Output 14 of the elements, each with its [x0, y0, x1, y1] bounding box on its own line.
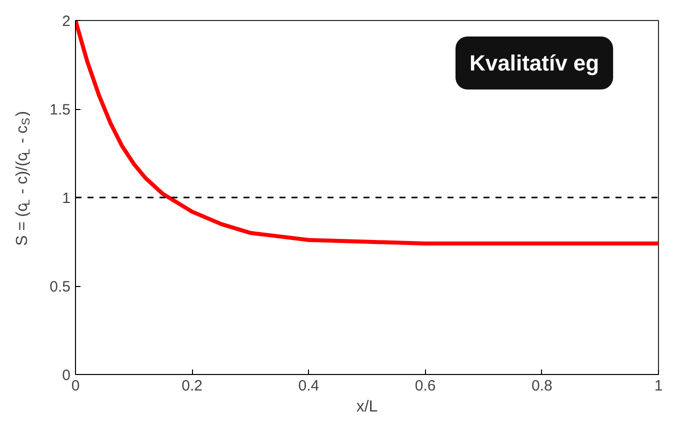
- x-tick-label: 0.4: [298, 378, 320, 394]
- x-tick-label: 0.2: [182, 378, 203, 394]
- y-tick-label: 1: [62, 190, 70, 207]
- x-tick-label: 0.6: [414, 378, 436, 394]
- y-tick-label: 2: [62, 13, 70, 30]
- annotation: Kvalitatív eg: [470, 50, 600, 76]
- y-tick-label: 0.5: [50, 278, 71, 296]
- y-tick-label: 0: [62, 367, 70, 384]
- x-tick-label: 1: [654, 378, 663, 394]
- y-axis-title: S = (cL - c)/(cL - cS): [14, 111, 32, 246]
- line-series: [76, 20, 658, 246]
- y-tick-label: 1.5: [50, 102, 71, 118]
- x-axis-title: x/L: [356, 398, 378, 416]
- x-tick-label: 0.8: [531, 378, 552, 394]
